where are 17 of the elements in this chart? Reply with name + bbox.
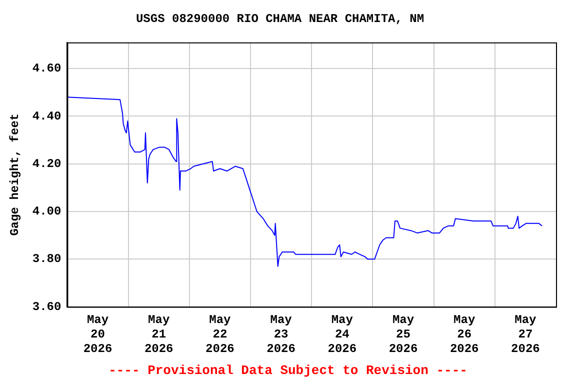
x-tick-label: May 25 2026 (388, 313, 418, 356)
y-tick-label: 4.40 (32, 109, 62, 124)
chart-title: USGS 08290000 RIO CHAMA NEAR CHAMITA, NM (136, 12, 424, 26)
y-axis-title: Gage height, feet (8, 113, 22, 236)
y-tick-label: 3.60 (32, 300, 62, 314)
x-tick-label: May 21 2026 (144, 313, 174, 356)
y-tick-label: 3.80 (32, 252, 62, 266)
x-tick-label: May 23 2026 (266, 313, 296, 356)
y-tick-label: 4.20 (32, 156, 62, 171)
y-tick-label: 4.00 (32, 204, 62, 219)
x-tick-label: May 20 2026 (83, 313, 112, 356)
x-tick-label: May 24 2026 (328, 313, 357, 356)
x-tick-label: May 22 2026 (206, 313, 234, 356)
text: ---- Provisional Data Subject to Revision ---- (108, 362, 468, 380)
y-tick-label: 4.60 (32, 62, 62, 76)
x-tick-label: May 26 2026 (450, 313, 479, 356)
x-tick-label: May 27 2026 (511, 313, 540, 356)
